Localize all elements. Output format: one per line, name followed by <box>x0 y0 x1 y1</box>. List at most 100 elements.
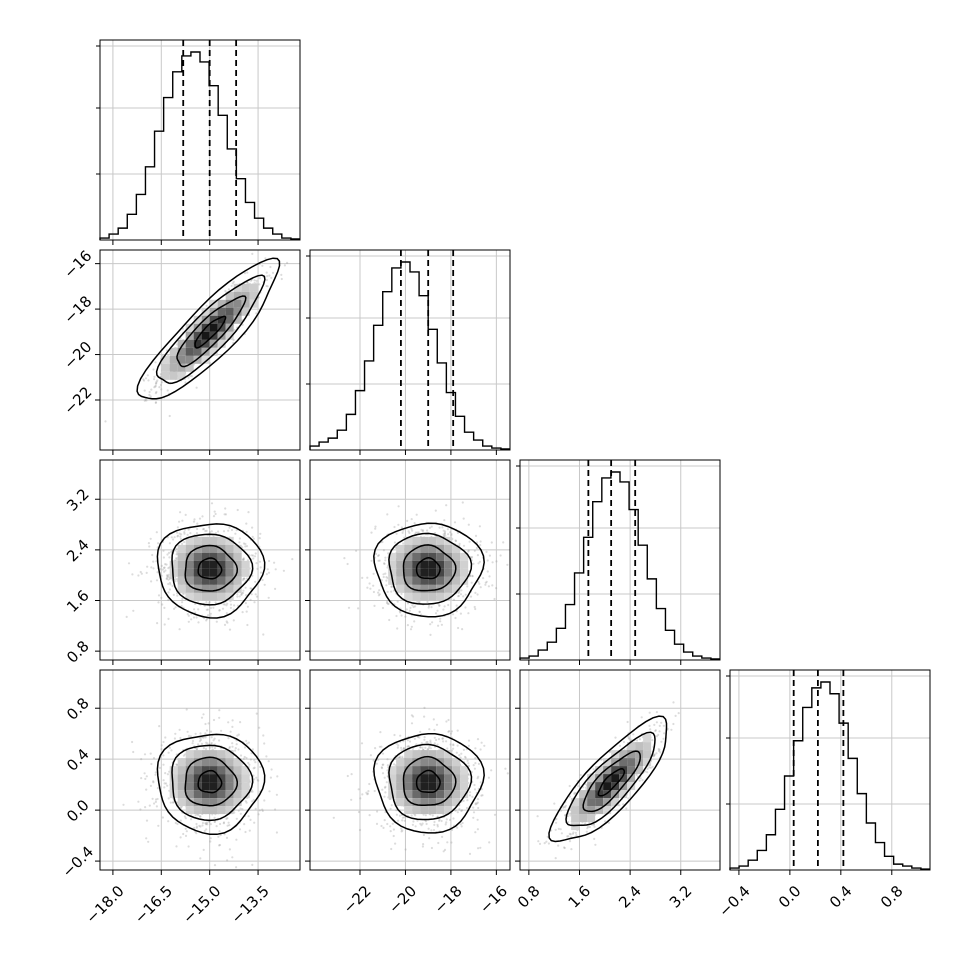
density-tile <box>177 347 186 356</box>
scatter-point <box>346 774 349 778</box>
scatter-point <box>175 763 178 766</box>
scatter-point <box>156 787 159 790</box>
scatter-point <box>258 277 261 280</box>
scatter-point <box>167 578 170 581</box>
scatter-point <box>205 608 208 611</box>
density-tile <box>460 560 469 569</box>
scatter-point <box>154 771 157 774</box>
scatter-point <box>179 511 182 514</box>
density-tile <box>201 355 210 364</box>
scatter-point <box>378 559 381 562</box>
scatter-point <box>205 529 208 533</box>
scatter-point <box>200 716 204 719</box>
scatter-point <box>195 616 198 619</box>
scatter-point <box>404 848 407 851</box>
density-tile <box>436 766 445 775</box>
density-tile <box>217 576 226 585</box>
scatter-point <box>387 602 390 606</box>
scatter-point <box>419 746 422 749</box>
scatter-point <box>190 818 193 821</box>
scatter-point <box>226 824 229 827</box>
scatter-point <box>202 848 205 852</box>
density-tile <box>225 576 234 585</box>
scatter-point <box>245 530 248 534</box>
panel-frame <box>99 249 301 451</box>
scatter-point <box>487 585 490 588</box>
density-tile <box>185 536 194 545</box>
scatter-point <box>358 828 362 832</box>
scatter-point <box>258 809 261 812</box>
scatter-point <box>154 385 157 388</box>
scatter-point <box>194 814 197 817</box>
scatter-point <box>472 764 475 767</box>
scatter-point <box>377 554 380 557</box>
scatter-point <box>357 788 360 791</box>
scatter-point <box>464 606 467 609</box>
scatter-point <box>419 822 422 825</box>
scatter-point <box>227 288 230 291</box>
scatter-point <box>274 568 277 571</box>
scatter-point <box>384 791 387 794</box>
density-tile <box>161 363 170 372</box>
scatter-point <box>232 619 235 622</box>
scatter-point <box>182 754 185 757</box>
scatter-point <box>457 626 460 630</box>
scatter-point <box>479 781 482 784</box>
scatter-point <box>414 605 417 608</box>
scatter-point <box>280 277 283 281</box>
scatter-point <box>255 776 258 779</box>
scatter-point <box>439 620 442 623</box>
scatter-point <box>447 718 450 722</box>
scatter-point <box>475 802 478 805</box>
panel-2-0 <box>95 459 301 665</box>
scatter-point <box>145 837 148 840</box>
scatter-point <box>229 730 232 733</box>
scatter-point <box>254 580 257 583</box>
scatter-point <box>225 612 228 615</box>
scatter-point <box>131 740 134 744</box>
scatter-point <box>266 275 269 278</box>
scatter-point <box>255 279 258 282</box>
scatter-point <box>384 785 387 789</box>
scatter-point <box>467 550 470 553</box>
density-tile <box>241 283 250 292</box>
scatter-point <box>426 529 429 532</box>
scatter-point <box>225 620 228 623</box>
scatter-point <box>401 819 404 822</box>
density-tile <box>177 584 186 593</box>
scatter-point <box>143 389 146 392</box>
density-tile <box>201 568 210 577</box>
scatter-point <box>406 745 409 748</box>
scatter-point <box>403 816 406 819</box>
scatter-point <box>172 801 175 804</box>
density-tile <box>185 750 194 759</box>
scatter-point <box>360 742 364 745</box>
scatter-point <box>253 282 256 285</box>
density-tile <box>444 782 453 791</box>
scatter-point <box>473 767 476 770</box>
scatter-point <box>343 557 346 560</box>
density-tile <box>241 568 250 577</box>
scatter-point <box>218 609 221 612</box>
scatter-point <box>399 611 402 614</box>
scatter-point <box>418 610 421 614</box>
scatter-point <box>175 553 178 556</box>
scatter-point <box>225 604 228 607</box>
scatter-point <box>385 584 388 587</box>
scatter-point <box>156 797 159 801</box>
scatter-point <box>461 501 464 504</box>
scatter-point <box>202 528 205 531</box>
scatter-point <box>456 729 459 732</box>
density-tile <box>177 758 186 767</box>
density-tile <box>209 544 218 553</box>
scatter-point <box>458 542 461 546</box>
scatter-point <box>408 531 411 535</box>
scatter-point <box>476 828 479 831</box>
scatter-point <box>240 593 243 597</box>
scatter-point <box>218 830 221 833</box>
density-tile <box>185 347 194 356</box>
scatter-point <box>204 747 208 751</box>
scatter-point <box>493 597 496 601</box>
scatter-point <box>173 536 176 539</box>
scatter-point <box>425 741 428 744</box>
